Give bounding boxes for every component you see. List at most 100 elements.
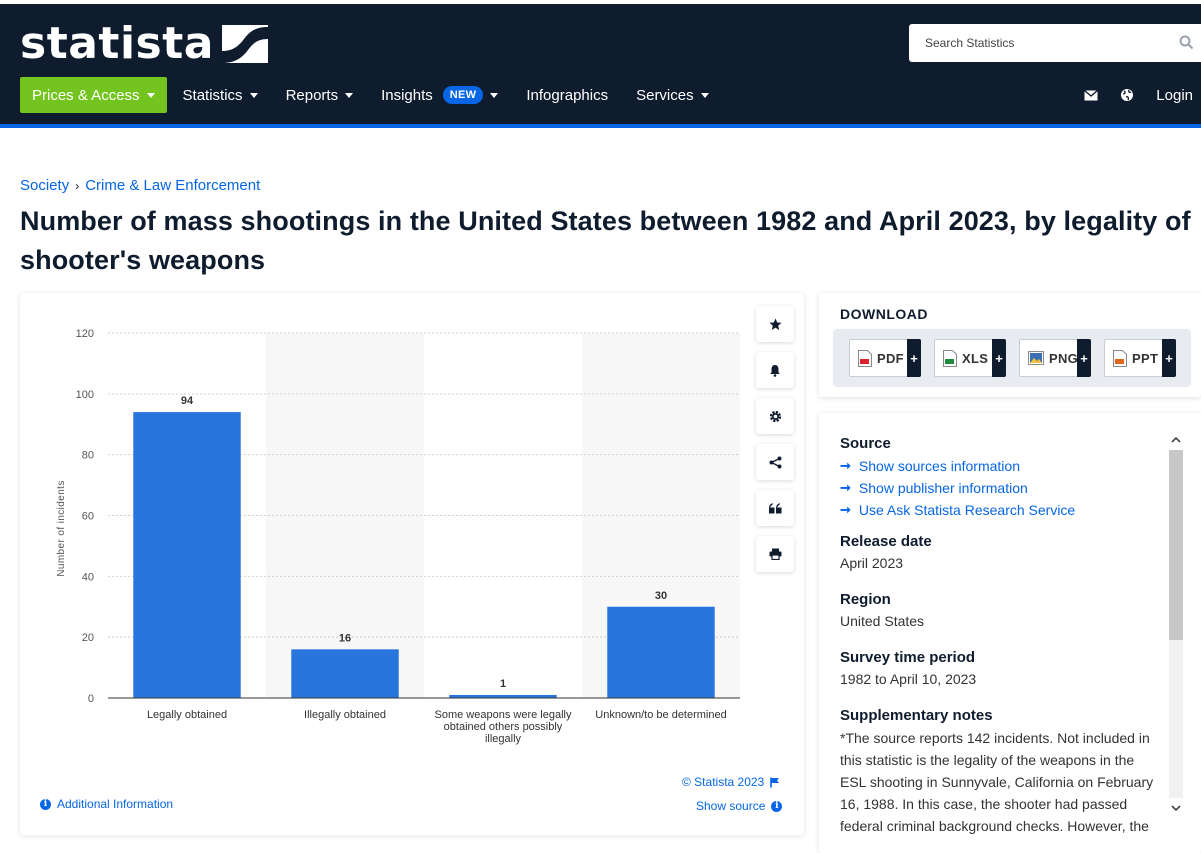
nav-statistics-label: Statistics [182, 86, 243, 104]
download-png-button[interactable]: PNG + [1019, 339, 1091, 377]
flag-icon [770, 777, 780, 787]
y-tick-label: 40 [82, 571, 94, 583]
release-date-value: April 2023 [840, 555, 904, 571]
y-tick-label: 0 [88, 693, 94, 705]
share-button[interactable] [756, 444, 794, 480]
region-heading: Region [840, 591, 891, 608]
y-tick-label: 100 [76, 389, 94, 401]
print-button[interactable] [756, 536, 794, 572]
download-title: DOWNLOAD [840, 306, 928, 322]
x-tick-label: illegally [485, 733, 522, 745]
top-navigation: statista Prices & Access Statistics Repo… [0, 4, 1201, 128]
share-icon [769, 456, 781, 468]
chevron-up-icon [1171, 436, 1181, 443]
nav-statistics[interactable]: Statistics [169, 77, 272, 113]
ask-statista-link[interactable]: ➞ Use Ask Statista Research Service [840, 499, 1162, 521]
search-box [909, 24, 1201, 62]
search-icon[interactable] [1179, 35, 1194, 50]
chart-tools [756, 306, 794, 572]
chevron-down-icon [345, 92, 354, 98]
nav-services[interactable]: Services [622, 77, 723, 113]
arrow-right-icon: ➞ [840, 458, 851, 473]
nav-prices-access[interactable]: Prices & Access [20, 77, 167, 113]
star-icon [769, 318, 781, 330]
xls-label: XLS [962, 350, 989, 366]
search-input[interactable] [925, 36, 1175, 50]
breadcrumb: Society › Crime & Law Enforcement [20, 177, 260, 194]
show-publisher-link[interactable]: ➞ Show publisher information [840, 477, 1162, 499]
chevron-down-icon [249, 92, 258, 98]
ask-statista-text: Use Ask Statista Research Service [858, 502, 1076, 518]
notification-button[interactable] [756, 352, 794, 388]
scroll-down-button[interactable] [1168, 800, 1184, 816]
show-sources-text: Show sources information [858, 458, 1020, 474]
statista-logo[interactable]: statista [20, 18, 268, 69]
arrow-right-icon: ➞ [840, 502, 851, 517]
bar [133, 412, 241, 698]
breadcrumb-separator: › [75, 178, 80, 193]
show-source-link[interactable]: Show source i [696, 799, 783, 813]
ppt-file-icon [1113, 349, 1127, 367]
png-label: PNG [1049, 350, 1079, 366]
data-label: 30 [655, 590, 667, 602]
data-label: 1 [500, 678, 506, 690]
nav-insights[interactable]: Insights NEW [367, 77, 512, 113]
nav-prices-access-label: Prices & Access [32, 86, 140, 104]
settings-button[interactable] [756, 398, 794, 434]
breadcrumb-society[interactable]: Society [20, 177, 70, 194]
download-card: DOWNLOAD PDF + XLS + PNG + PPT + [819, 293, 1201, 397]
download-ppt-button[interactable]: PPT + [1104, 339, 1176, 377]
x-tick-label: Some weapons were legally [435, 709, 572, 721]
scroll-up-button[interactable] [1168, 431, 1184, 447]
data-label: 94 [181, 395, 194, 407]
ppt-label: PPT [1132, 350, 1159, 366]
statistic-info-card: Source ➞ Show sources information ➞ Show p… [819, 413, 1201, 853]
info-scroll-area[interactable]: Source ➞ Show sources information ➞ Show p… [840, 435, 1162, 837]
new-badge: NEW [442, 86, 484, 104]
y-tick-label: 120 [76, 328, 94, 340]
nav-reports[interactable]: Reports [272, 77, 368, 113]
bar [291, 649, 399, 698]
y-tick-label: 80 [82, 450, 94, 462]
arrow-right-icon: ➞ [840, 480, 851, 495]
logo-wordmark: statista [20, 18, 214, 69]
plus-icon: + [907, 339, 921, 377]
scrollbar-thumb[interactable] [1169, 450, 1183, 640]
show-publisher-text: Show publisher information [858, 480, 1028, 496]
cite-button[interactable] [756, 490, 794, 526]
chart-copyright[interactable]: © Statista 2023 [682, 775, 780, 789]
nav-reports-label: Reports [285, 86, 339, 104]
data-label: 16 [339, 632, 351, 644]
chevron-down-icon [146, 92, 155, 98]
x-tick-label: Legally obtained [147, 709, 227, 721]
download-pdf-button[interactable]: PDF + [849, 339, 921, 377]
info-scrollbar[interactable] [1168, 431, 1184, 823]
copyright-text: © Statista 2023 [682, 775, 765, 789]
pdf-file-icon [858, 349, 872, 367]
show-source-text: Show source [696, 799, 766, 813]
nav-infographics[interactable]: Infographics [512, 77, 622, 113]
top-strip [0, 0, 1201, 4]
nav-services-label: Services [636, 86, 694, 104]
breadcrumb-crime-law[interactable]: Crime & Law Enforcement [85, 177, 261, 194]
chart-card: 0 20 40 60 80 100 120 Number of incidents 94 Lega… [20, 293, 804, 835]
y-tick-label: 20 [82, 632, 94, 644]
xls-file-icon [943, 349, 957, 367]
bar-chart: 0 20 40 60 80 100 120 Number of incidents 94 Lega… [56, 328, 740, 745]
additional-information-link[interactable]: i Additional Information [40, 797, 173, 811]
additional-information-text: Additional Information [57, 797, 174, 811]
mail-icon[interactable] [1084, 89, 1099, 101]
bell-icon [770, 364, 780, 377]
nav-insights-label: Insights [381, 86, 433, 104]
download-xls-button[interactable]: XLS + [934, 339, 1006, 377]
plus-icon: + [992, 339, 1006, 377]
plus-icon: + [1077, 339, 1091, 377]
release-date-heading: Release date [840, 533, 932, 550]
bar [449, 694, 557, 698]
login-link[interactable]: Login [1156, 86, 1193, 104]
globe-icon[interactable] [1120, 88, 1134, 102]
survey-period-heading: Survey time period [840, 649, 976, 666]
favorite-button[interactable] [756, 306, 794, 342]
region-value: United States [840, 613, 925, 629]
show-sources-link[interactable]: ➞ Show sources information [840, 455, 1162, 477]
